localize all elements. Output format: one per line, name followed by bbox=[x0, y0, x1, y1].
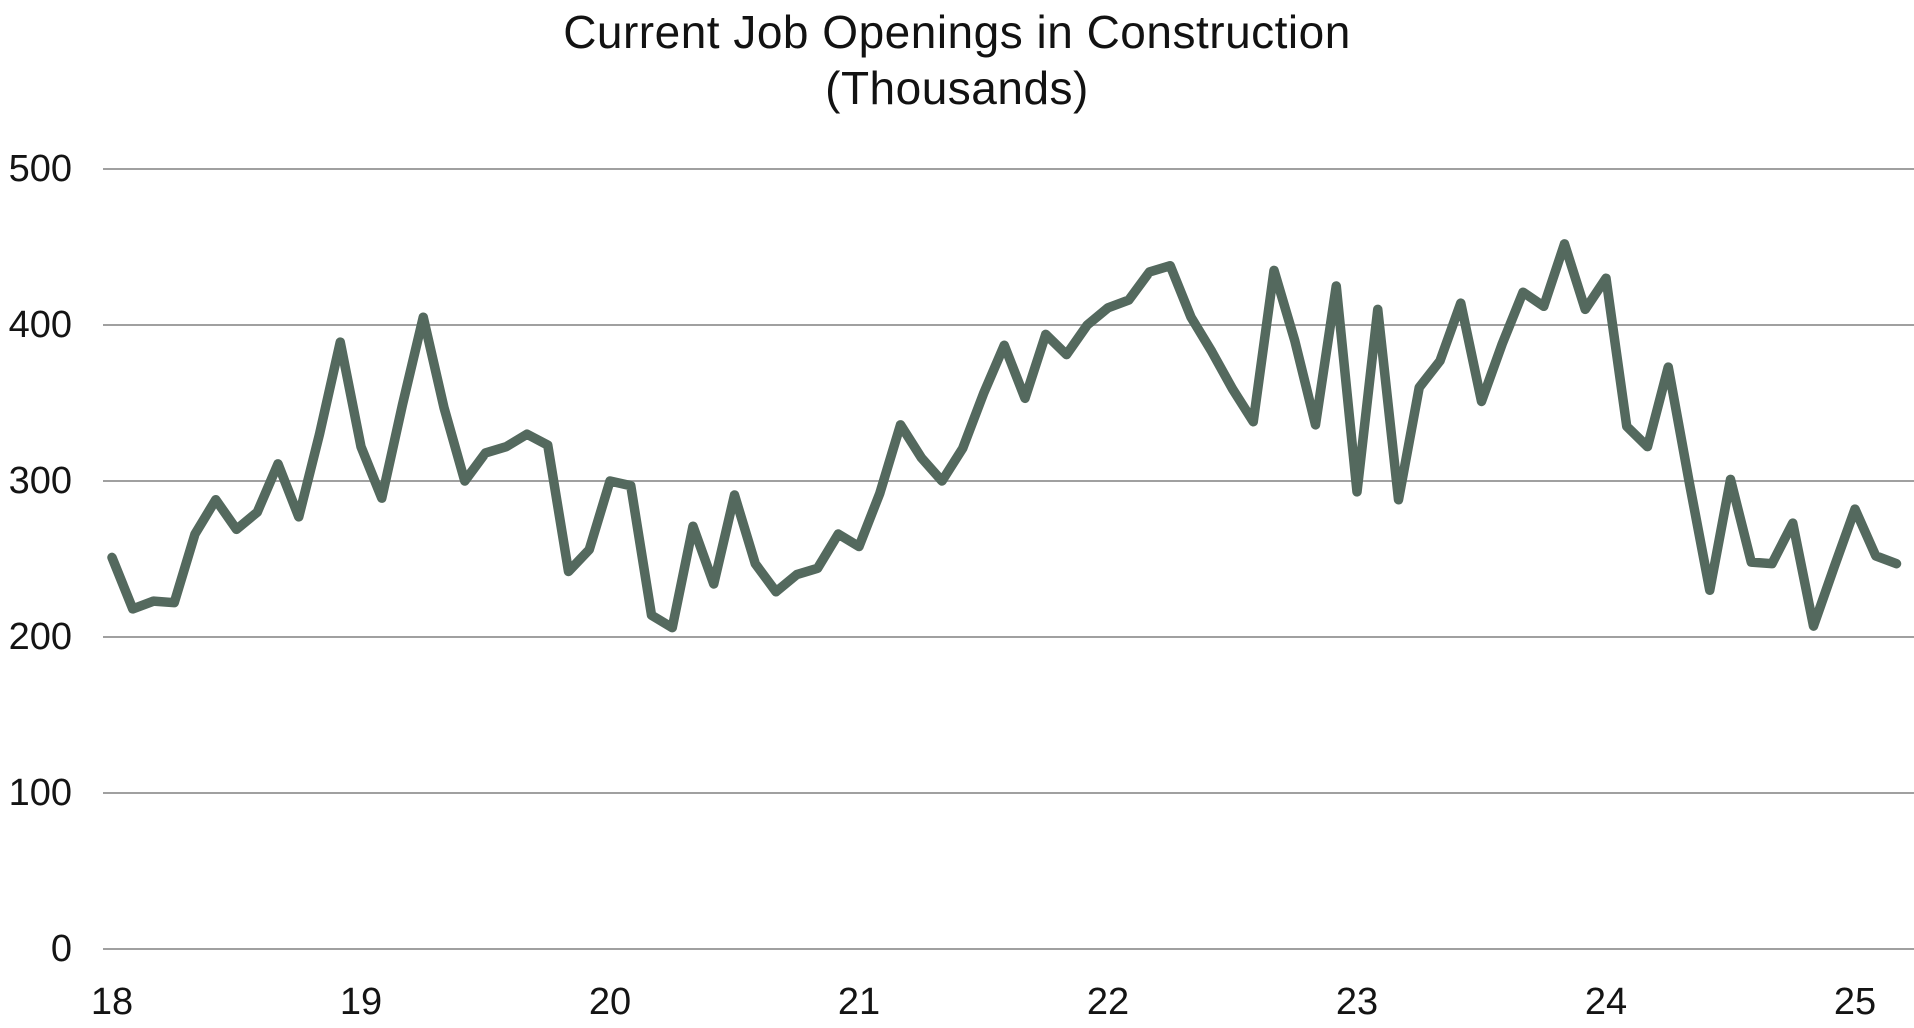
y-tick-label: 0 bbox=[51, 928, 72, 970]
data-line bbox=[107, 239, 1902, 633]
chart-title-line2: (Thousands) bbox=[825, 62, 1089, 114]
x-tick-label: 19 bbox=[340, 981, 382, 1023]
x-axis-labels: 18 19 20 21 22 23 24 25 bbox=[91, 981, 1876, 1023]
y-tick-label: 400 bbox=[9, 304, 72, 346]
y-tick-label: 200 bbox=[9, 616, 72, 658]
y-tick-label: 100 bbox=[9, 772, 72, 814]
chart-title: Current Job Openings in Construction (Th… bbox=[0, 4, 1914, 116]
gridlines bbox=[103, 168, 1914, 950]
x-tick-label: 18 bbox=[91, 981, 133, 1023]
chart-title-line1: Current Job Openings in Construction bbox=[563, 6, 1351, 58]
y-tick-label: 500 bbox=[9, 148, 72, 190]
x-tick-label: 24 bbox=[1585, 981, 1627, 1023]
x-tick-label: 21 bbox=[838, 981, 880, 1023]
x-tick-label: 22 bbox=[1087, 981, 1129, 1023]
x-tick-label: 25 bbox=[1834, 981, 1876, 1023]
x-tick-label: 20 bbox=[589, 981, 631, 1023]
y-tick-label: 300 bbox=[9, 460, 72, 502]
y-axis-labels: 0 100 200 300 400 500 bbox=[9, 148, 72, 970]
x-tick-label: 23 bbox=[1336, 981, 1378, 1023]
